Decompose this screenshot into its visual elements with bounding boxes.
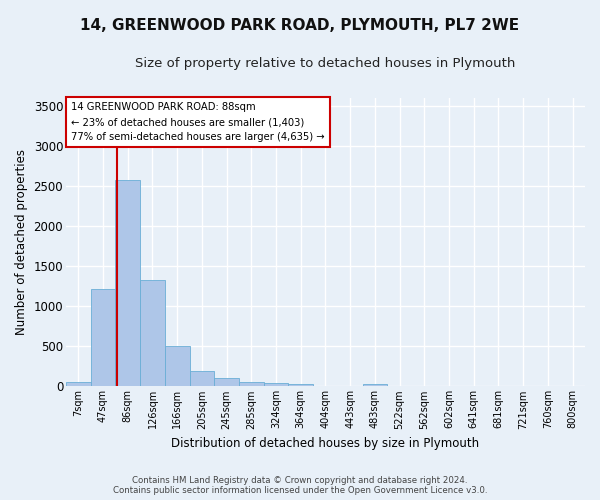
Bar: [66, 382, 91, 386]
Bar: [190, 371, 214, 386]
Bar: [91, 288, 115, 386]
Bar: [115, 180, 140, 386]
Bar: [165, 346, 190, 387]
Y-axis label: Number of detached properties: Number of detached properties: [15, 149, 28, 335]
Text: Contains HM Land Registry data © Crown copyright and database right 2024.
Contai: Contains HM Land Registry data © Crown c…: [113, 476, 487, 495]
Bar: [362, 384, 387, 386]
Bar: [140, 280, 165, 386]
Bar: [214, 378, 239, 386]
Bar: [263, 383, 289, 386]
Bar: [289, 384, 313, 386]
Title: Size of property relative to detached houses in Plymouth: Size of property relative to detached ho…: [135, 58, 515, 70]
Bar: [239, 382, 263, 386]
X-axis label: Distribution of detached houses by size in Plymouth: Distribution of detached houses by size …: [172, 437, 479, 450]
Text: 14 GREENWOOD PARK ROAD: 88sqm
← 23% of detached houses are smaller (1,403)
77% o: 14 GREENWOOD PARK ROAD: 88sqm ← 23% of d…: [71, 102, 325, 142]
Text: 14, GREENWOOD PARK ROAD, PLYMOUTH, PL7 2WE: 14, GREENWOOD PARK ROAD, PLYMOUTH, PL7 2…: [80, 18, 520, 32]
